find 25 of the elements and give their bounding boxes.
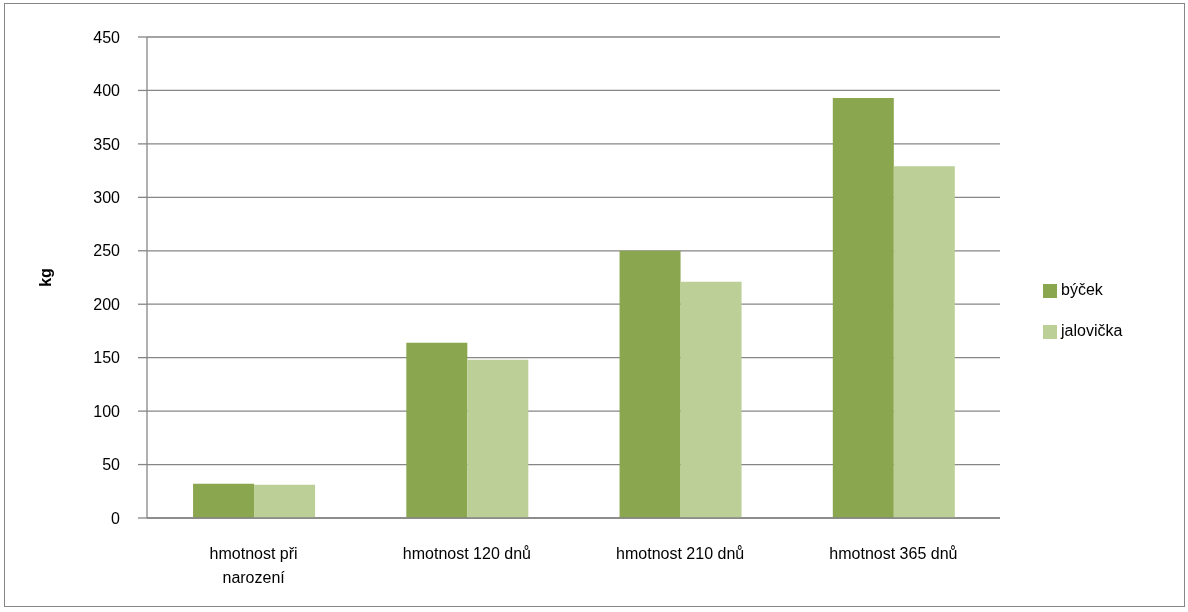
x-tick-label: hmotnost 120 dnů xyxy=(402,545,531,563)
bar xyxy=(832,97,894,518)
y-axis-title: kg xyxy=(36,268,54,287)
bar xyxy=(254,484,316,518)
bar xyxy=(619,250,681,518)
y-tick-label: 100 xyxy=(93,402,121,420)
legend-label: býček xyxy=(1061,281,1103,298)
y-tick-label: 450 xyxy=(93,28,121,46)
legend-label: jalovička xyxy=(1061,322,1123,339)
x-tick-label: hmotnost 210 dnů xyxy=(616,545,745,563)
bar xyxy=(406,342,468,518)
y-tick-label: 0 xyxy=(111,509,121,527)
y-tick-label: 200 xyxy=(93,295,121,313)
y-tick-label: 300 xyxy=(93,189,121,207)
bar xyxy=(680,281,742,518)
x-tick-label: hmotnost 365 dnů xyxy=(829,545,958,563)
x-tick-label: hmotnost při narození xyxy=(209,545,298,587)
y-tick-label: 150 xyxy=(93,349,121,367)
bar xyxy=(193,483,255,518)
y-tick-label: 50 xyxy=(102,456,121,474)
y-tick-label: 250 xyxy=(93,242,121,260)
bar xyxy=(467,359,529,518)
y-tick-label: 400 xyxy=(93,82,121,100)
bar xyxy=(893,166,955,518)
y-tick-label: 350 xyxy=(93,135,121,153)
